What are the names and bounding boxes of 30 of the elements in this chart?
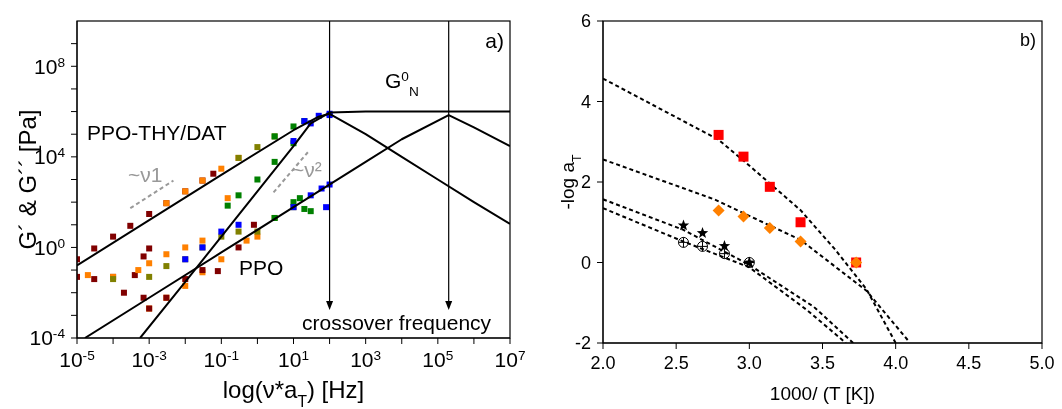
- x-tick-label: 10$^{5}$: [422, 347, 454, 371]
- annotation: a): [485, 29, 504, 52]
- x-tick-label: 10$^{3}$: [350, 347, 382, 371]
- x-tick-label: 10$^{7}$: [494, 347, 526, 371]
- annotation: ~ν1: [128, 163, 163, 186]
- y-tick-label: 0: [580, 252, 591, 273]
- x-tick-label: 10$^{-1}$: [203, 347, 240, 371]
- x-tick-label: 5.0: [1029, 353, 1055, 373]
- x-tick-label: 10$^{-5}$: [59, 347, 96, 371]
- annotation: PPO-THY/DAT: [87, 121, 227, 144]
- y-tick-label: 10$^{-4}$: [29, 325, 66, 350]
- y-tick-label: 2: [580, 172, 591, 193]
- annotation: crossover frequency: [302, 311, 492, 334]
- y-tick-label: 6: [580, 11, 591, 32]
- x-tick-label: 10$^{1}$: [278, 347, 309, 371]
- y-tick-label: -2: [574, 333, 591, 354]
- x-tick-label: 4.5: [956, 353, 982, 373]
- x-tick-label: 3.5: [809, 353, 836, 373]
- x-tick-label: 2.5: [663, 353, 689, 373]
- x-tick-label: 3.0: [736, 353, 762, 373]
- x-tick-label: 2.0: [590, 353, 616, 373]
- x-axis-title: 1000/ (T [K]): [769, 383, 876, 404]
- y-tick-label: 4: [580, 91, 591, 112]
- x-tick-label: 4.0: [883, 353, 909, 373]
- x-tick-label: 10$^{-3}$: [131, 347, 167, 371]
- annotation: ~ν²: [292, 158, 322, 181]
- x-axis-title: log(ν*a$_{T}$) [Hz]: [222, 376, 365, 409]
- annotation: b): [1019, 30, 1036, 50]
- y-tick-label: 10$^{8}$: [34, 54, 65, 78]
- annotation: PPO: [239, 256, 284, 279]
